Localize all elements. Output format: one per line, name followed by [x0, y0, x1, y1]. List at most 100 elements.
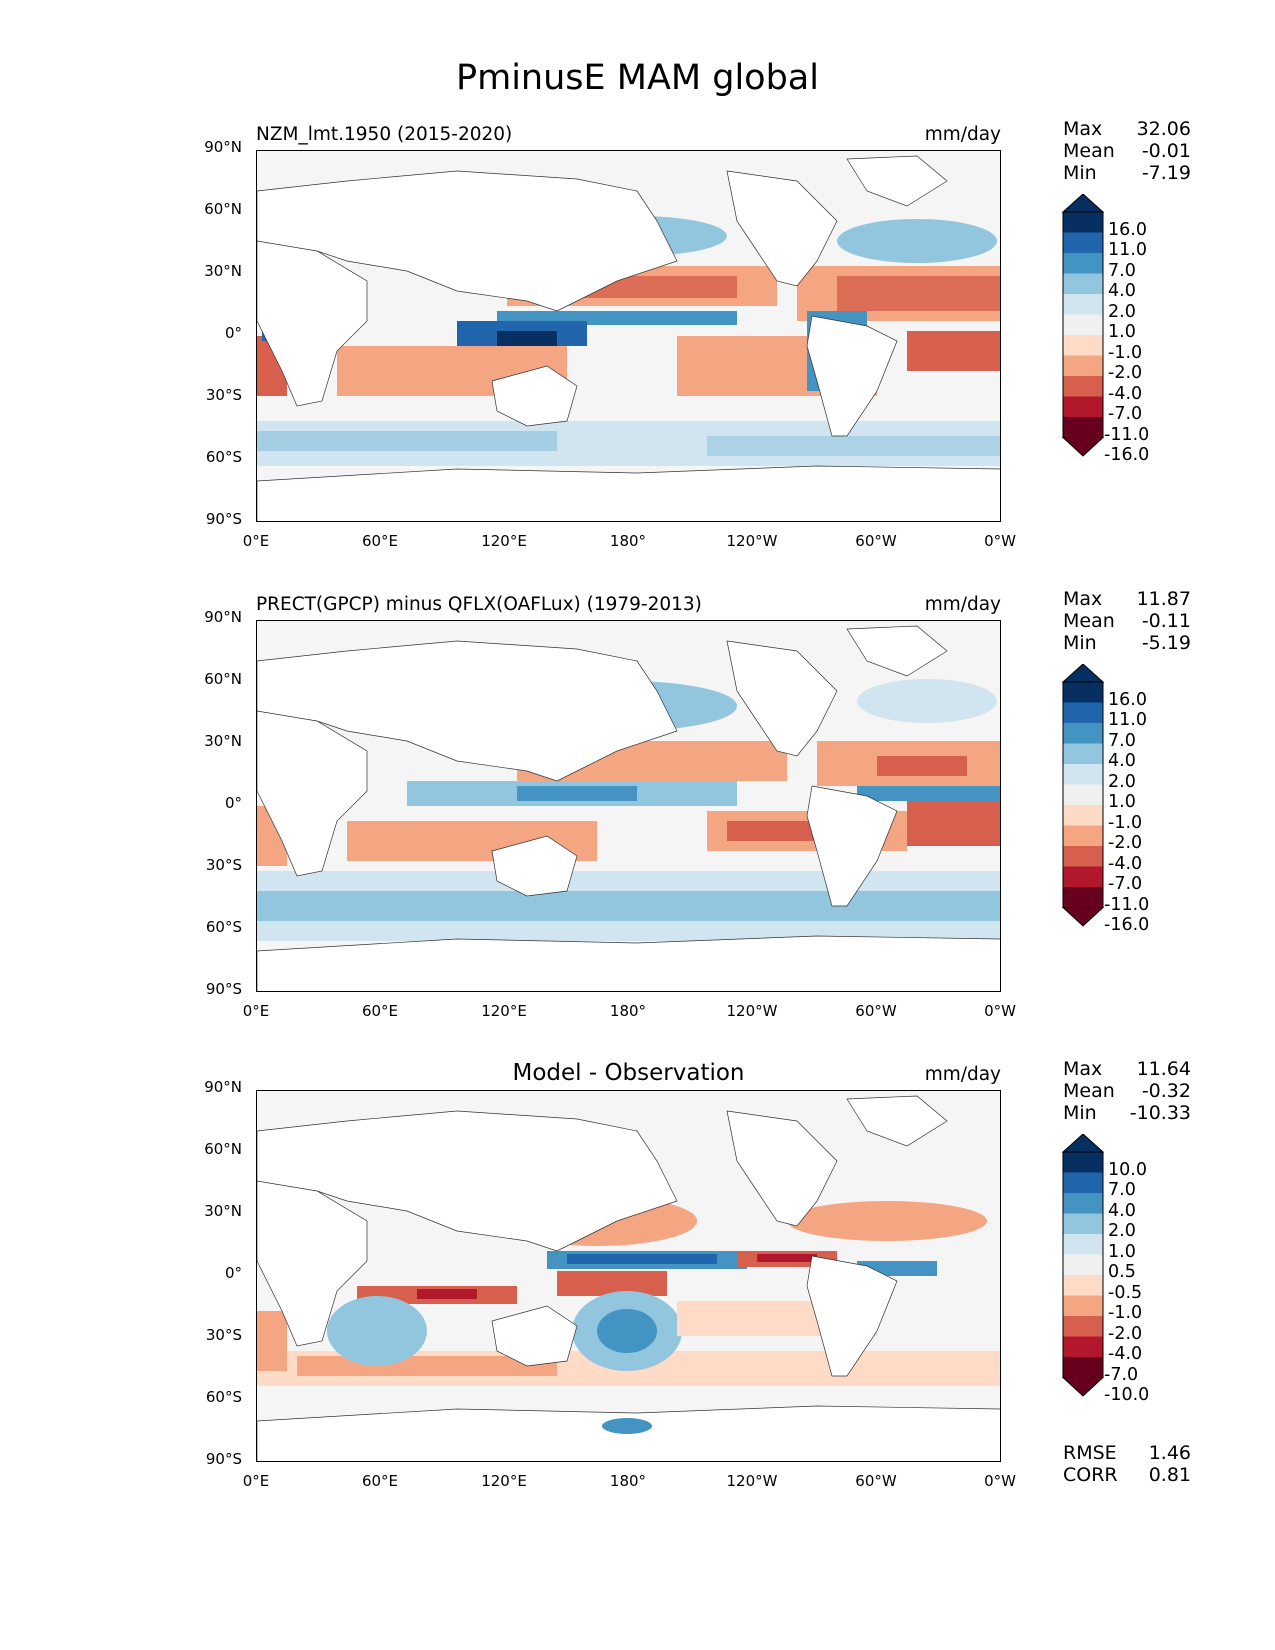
stat-label: Mean	[1063, 140, 1115, 162]
colorbar	[1061, 194, 1105, 457]
stat-label: Min	[1063, 162, 1097, 184]
lat-tick-label: 90°N	[204, 608, 242, 626]
lon-tick-label: 60°W	[855, 532, 897, 550]
metric-label: CORR	[1063, 1464, 1118, 1486]
figure-title: PminusE MAM global	[456, 58, 819, 98]
colorbar-label: 16.0	[1108, 690, 1147, 710]
lon-tick-label: 60°E	[361, 532, 399, 550]
lat-tick-label: 60°S	[205, 918, 242, 936]
stat-value: -10.33	[1129, 1102, 1191, 1124]
colorbar-label: 7.0	[1108, 261, 1136, 281]
stat-value: -5.19	[1141, 632, 1191, 654]
map-plot	[257, 621, 1000, 991]
colorbar-label: -4.0	[1108, 384, 1143, 404]
lon-tick-label: 180°	[609, 532, 647, 550]
colorbar-label: -7.0	[1108, 874, 1143, 894]
stat-value: -7.19	[1141, 162, 1191, 184]
lon-tick-label: 0°E	[242, 532, 270, 550]
stat-label: Min	[1063, 1102, 1097, 1124]
lat-tick-label: 90°S	[205, 980, 242, 998]
panel-observation: PRECT(GPCP) minus QFLX(OAFLux) (1979-201…	[0, 588, 1275, 1039]
panel-title: Model - Observation	[512, 1060, 745, 1086]
stat-value: -0.11	[1141, 610, 1191, 632]
lat-tick-label: 90°S	[205, 1450, 242, 1468]
stat-value: 32.06	[1136, 118, 1191, 140]
colorbar	[1061, 1134, 1105, 1397]
lat-tick-label: 60°N	[204, 200, 242, 218]
colorbar-label: -7.0	[1108, 404, 1143, 424]
map-model	[256, 150, 1001, 522]
panel-title: PRECT(GPCP) minus QFLX(OAFLux) (1979-201…	[256, 594, 702, 615]
stat-label: Mean	[1063, 1080, 1115, 1102]
lon-tick-label: 180°	[609, 1472, 647, 1490]
lat-tick-label: 90°N	[204, 138, 242, 156]
stat-label: Mean	[1063, 610, 1115, 632]
colorbar-label: 4.0	[1108, 751, 1136, 771]
lon-tick-label: 120°W	[726, 1002, 778, 1020]
stats-block: Max 32.06 Mean -0.01 Min -7.19	[1063, 118, 1191, 184]
colorbar-label: 7.0	[1108, 1180, 1136, 1200]
colorbar-label: 1.0	[1108, 1242, 1136, 1262]
colorbar-label: -1.0	[1108, 813, 1143, 833]
lon-tick-label: 0°W	[984, 1002, 1016, 1020]
lat-tick-label: 30°N	[204, 262, 242, 280]
colorbar-label: -1.0	[1108, 1303, 1143, 1323]
colorbar-label: 0.5	[1108, 1262, 1136, 1282]
lat-tick-label: 0°	[224, 324, 242, 342]
metric-value: 0.81	[1148, 1464, 1191, 1486]
colorbar-label: 1.0	[1108, 322, 1136, 342]
lon-tick-label: 120°W	[726, 532, 778, 550]
map-plot	[257, 151, 1000, 521]
lon-tick-label: 120°E	[481, 1002, 527, 1020]
colorbar-label: 16.0	[1108, 220, 1147, 240]
lat-tick-label: 30°S	[205, 1326, 242, 1344]
stat-value: -0.01	[1141, 140, 1191, 162]
lat-tick-label: 30°N	[204, 1202, 242, 1220]
colorbar-label: -0.5	[1108, 1283, 1143, 1303]
lat-tick-label: 90°N	[204, 1078, 242, 1096]
colorbar-label: -7.0	[1104, 1365, 1139, 1385]
lon-tick-label: 0°E	[242, 1002, 270, 1020]
stat-value: 11.64	[1136, 1058, 1191, 1080]
lat-tick-label: 60°N	[204, 670, 242, 688]
colorbar-label: -10.0	[1104, 1385, 1150, 1405]
stat-label: Max	[1063, 1058, 1103, 1080]
lon-tick-label: 120°E	[481, 1472, 527, 1490]
lon-tick-label: 180°	[609, 1002, 647, 1020]
lat-tick-label: 0°	[224, 794, 242, 812]
colorbar-label: 11.0	[1108, 240, 1147, 260]
lon-tick-label: 60°W	[855, 1002, 897, 1020]
lon-tick-label: 0°W	[984, 532, 1016, 550]
stat-label: Max	[1063, 118, 1103, 140]
units-label: mm/day	[924, 124, 1001, 145]
colorbar-label: -2.0	[1108, 833, 1143, 853]
colorbar-label: -16.0	[1104, 445, 1150, 465]
lat-tick-label: 30°S	[205, 386, 242, 404]
colorbar-label: 2.0	[1108, 772, 1136, 792]
units-label: mm/day	[924, 1064, 1001, 1085]
colorbar-label: -11.0	[1104, 895, 1150, 915]
lon-tick-label: 120°W	[726, 1472, 778, 1490]
colorbar-label: -4.0	[1108, 1344, 1143, 1364]
stats-block: Max 11.87 Mean -0.11 Min -5.19	[1063, 588, 1191, 654]
lat-tick-label: 30°S	[205, 856, 242, 874]
stat-value: -0.32	[1141, 1080, 1191, 1102]
stat-label: Min	[1063, 632, 1097, 654]
lat-tick-label: 30°N	[204, 732, 242, 750]
lon-tick-label: 60°E	[361, 1472, 399, 1490]
colorbar	[1061, 664, 1105, 927]
colorbar-label: 2.0	[1108, 302, 1136, 322]
stats-block: Max 11.64 Mean -0.32 Min -10.33	[1063, 1058, 1191, 1124]
colorbar-label: -1.0	[1108, 343, 1143, 363]
stat-value: 11.87	[1136, 588, 1191, 610]
lon-tick-label: 60°E	[361, 1002, 399, 1020]
lat-tick-label: 60°N	[204, 1140, 242, 1158]
lat-tick-label: 60°S	[205, 448, 242, 466]
colorbar-label: 1.0	[1108, 792, 1136, 812]
lon-tick-label: 0°W	[984, 1472, 1016, 1490]
colorbar-label: 11.0	[1108, 710, 1147, 730]
metric-label: RMSE	[1063, 1442, 1117, 1464]
lat-tick-label: 60°S	[205, 1388, 242, 1406]
colorbar-label: 10.0	[1108, 1160, 1147, 1180]
map-difference	[256, 1090, 1001, 1462]
